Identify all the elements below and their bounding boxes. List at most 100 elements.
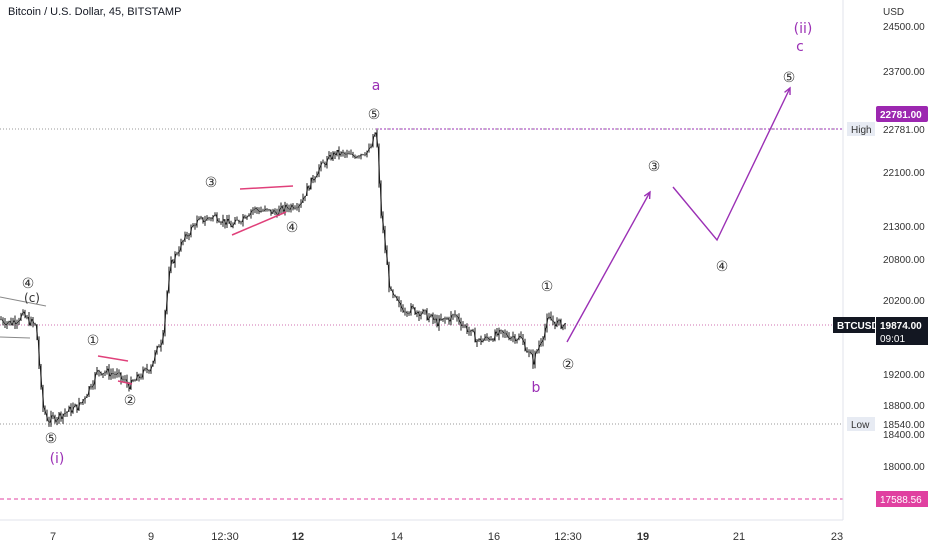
candle-body bbox=[59, 413, 63, 419]
last-price-value: 19874.00 bbox=[880, 321, 922, 332]
candle-body bbox=[213, 214, 217, 217]
candle-body bbox=[99, 371, 103, 375]
y-tick-label: 19200.00 bbox=[883, 370, 925, 381]
candle-body bbox=[253, 207, 257, 210]
candle-body bbox=[129, 380, 133, 390]
projection-wave-3 bbox=[566, 191, 651, 343]
candle-body bbox=[389, 287, 393, 291]
candle-body bbox=[444, 317, 446, 320]
candle-body bbox=[179, 241, 183, 251]
candle-body bbox=[493, 331, 497, 341]
candle-body bbox=[495, 331, 499, 336]
candle-body bbox=[447, 318, 451, 322]
wave-label-big: b bbox=[532, 380, 541, 396]
candle-body bbox=[231, 223, 235, 228]
candle-body bbox=[245, 215, 249, 219]
symbol-label: BTCUSD bbox=[837, 321, 879, 332]
candle-body bbox=[104, 371, 106, 374]
candle-body bbox=[446, 317, 448, 320]
candle-body bbox=[315, 173, 319, 178]
x-tick-label: 12 bbox=[292, 531, 304, 543]
candle-body bbox=[367, 147, 371, 152]
wave-label-small: ① bbox=[87, 333, 100, 349]
candle-body bbox=[220, 221, 222, 224]
candle-body bbox=[491, 338, 495, 341]
candle-body bbox=[299, 202, 303, 206]
candle-body bbox=[211, 215, 215, 220]
candle-body bbox=[271, 210, 275, 214]
candle-body bbox=[490, 338, 492, 341]
candle-body bbox=[145, 368, 149, 371]
candle-body bbox=[158, 345, 160, 348]
candle-body bbox=[200, 216, 202, 219]
candle-body bbox=[391, 290, 395, 296]
candle-body bbox=[429, 314, 433, 317]
candle-body bbox=[369, 145, 373, 149]
x-tick-label: 7 bbox=[50, 531, 56, 543]
candle-body bbox=[183, 234, 187, 241]
candle-body bbox=[161, 332, 165, 344]
candle-body bbox=[83, 397, 87, 400]
candle-body bbox=[80, 401, 82, 404]
candle-body bbox=[323, 162, 327, 166]
candle-body bbox=[362, 153, 364, 156]
high-marker-price: 22781.00 bbox=[880, 110, 922, 121]
candle-body bbox=[45, 413, 49, 421]
candle-body bbox=[61, 413, 65, 419]
price-axis bbox=[0, 0, 844, 521]
price-levels bbox=[0, 128, 843, 500]
candle-body bbox=[449, 315, 453, 322]
candle-body bbox=[257, 209, 261, 213]
candle-body bbox=[419, 313, 423, 317]
candle-body bbox=[477, 338, 481, 341]
candle-body bbox=[71, 406, 75, 413]
wave-label-big: (i) bbox=[50, 451, 65, 467]
candle-body bbox=[529, 351, 533, 355]
candle-body bbox=[365, 150, 369, 155]
candle-body bbox=[457, 316, 461, 323]
candle-body bbox=[549, 316, 553, 321]
candle-body bbox=[427, 316, 431, 321]
candle-body bbox=[397, 300, 401, 304]
candle-body bbox=[134, 379, 136, 382]
wave-label-big: c bbox=[796, 39, 804, 55]
candle-body bbox=[454, 313, 456, 316]
candle-body bbox=[485, 336, 489, 339]
candle-body bbox=[517, 335, 521, 340]
low-label: Low bbox=[851, 420, 870, 431]
trendline-2-upper bbox=[97, 355, 129, 362]
candle-body bbox=[251, 209, 255, 212]
candle-body bbox=[561, 324, 565, 329]
high-value: 22781.00 bbox=[883, 125, 925, 136]
candle-body bbox=[509, 336, 513, 340]
y-tick-label: 22100.00 bbox=[883, 168, 925, 179]
candle-body bbox=[57, 413, 61, 420]
candle-body bbox=[387, 264, 391, 288]
candle-body bbox=[525, 350, 529, 353]
y-tick-label: 20800.00 bbox=[883, 255, 925, 266]
candle-body bbox=[343, 152, 347, 155]
candle-body bbox=[294, 207, 296, 210]
symbol-box bbox=[833, 317, 875, 333]
candle-body bbox=[559, 319, 563, 329]
candle-body bbox=[165, 291, 169, 312]
candle-body bbox=[353, 155, 357, 159]
candle-body bbox=[203, 220, 207, 223]
candle-body bbox=[7, 320, 11, 324]
candle-body bbox=[171, 259, 175, 264]
candle-body bbox=[67, 406, 71, 412]
candle-body bbox=[221, 219, 225, 223]
candle-body bbox=[377, 146, 381, 184]
candle-body bbox=[439, 318, 443, 321]
candle-body bbox=[547, 316, 551, 319]
candle-body bbox=[13, 320, 17, 325]
candle-body bbox=[225, 218, 229, 225]
candle-body bbox=[115, 372, 119, 376]
candle-body bbox=[483, 336, 487, 340]
x-tick-label: 16 bbox=[488, 531, 500, 543]
candle-body bbox=[333, 152, 337, 156]
candle-body bbox=[237, 219, 241, 223]
candle-body bbox=[65, 411, 69, 414]
